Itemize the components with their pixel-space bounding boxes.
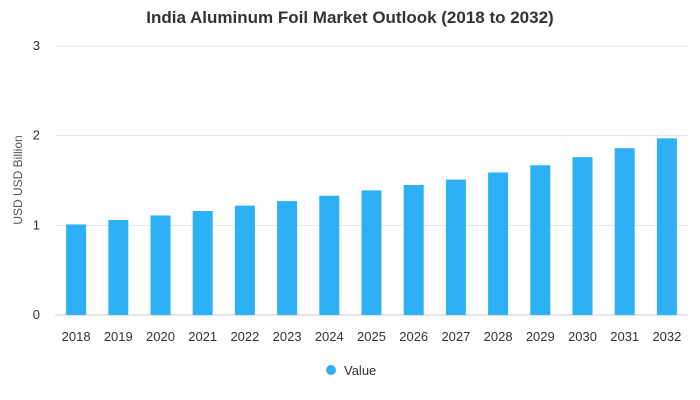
chart-title: India Aluminum Foil Market Outlook (2018… xyxy=(146,8,554,27)
x-tick-label: 2020 xyxy=(146,329,175,344)
legend-marker-value xyxy=(326,365,336,375)
bar-2018[interactable] xyxy=(66,224,87,315)
x-tick-label: 2019 xyxy=(104,329,133,344)
bar-2021[interactable] xyxy=(192,210,213,315)
bar-2025[interactable] xyxy=(361,190,382,315)
bars xyxy=(66,138,677,315)
x-tick-label: 2024 xyxy=(315,329,344,344)
y-tick-label: 3 xyxy=(33,38,40,53)
y-axis-ticks: 0 1 2 3 xyxy=(33,38,40,322)
bar-2020[interactable] xyxy=(150,215,171,315)
x-axis-ticks: 2018 2019 2020 2021 2022 2023 2024 2025 2026 2027… xyxy=(62,329,682,344)
x-tick-label: 2018 xyxy=(62,329,91,344)
x-tick-label: 2027 xyxy=(441,329,470,344)
x-tick-label: 2030 xyxy=(568,329,597,344)
y-tick-label: 1 xyxy=(33,217,40,232)
x-tick-label: 2028 xyxy=(484,329,513,344)
bar-2019[interactable] xyxy=(108,219,129,315)
x-tick-label: 2031 xyxy=(610,329,639,344)
y-tick-label: 2 xyxy=(33,128,40,143)
x-tick-label: 2029 xyxy=(526,329,555,344)
bar-2031[interactable] xyxy=(614,148,635,315)
x-tick-label: 2022 xyxy=(230,329,259,344)
bar-2029[interactable] xyxy=(530,165,551,315)
x-tick-label: 2025 xyxy=(357,329,386,344)
bar-2030[interactable] xyxy=(572,157,593,315)
x-tick-label: 2032 xyxy=(652,329,681,344)
bar-2024[interactable] xyxy=(319,195,340,315)
x-tick-label: 2021 xyxy=(188,329,217,344)
bar-2022[interactable] xyxy=(234,205,255,315)
bar-2026[interactable] xyxy=(403,184,424,315)
y-axis-label: USD USD Billion xyxy=(11,135,25,224)
bar-2023[interactable] xyxy=(277,201,298,315)
x-tick-label: 2026 xyxy=(399,329,428,344)
bar-2032[interactable] xyxy=(656,138,677,315)
legend-label-value: Value xyxy=(344,363,376,378)
bar-2027[interactable] xyxy=(445,179,466,315)
legend[interactable]: Value xyxy=(326,363,376,378)
y-tick-label: 0 xyxy=(33,307,40,322)
x-tick-label: 2023 xyxy=(273,329,302,344)
bar-2028[interactable] xyxy=(488,172,509,315)
